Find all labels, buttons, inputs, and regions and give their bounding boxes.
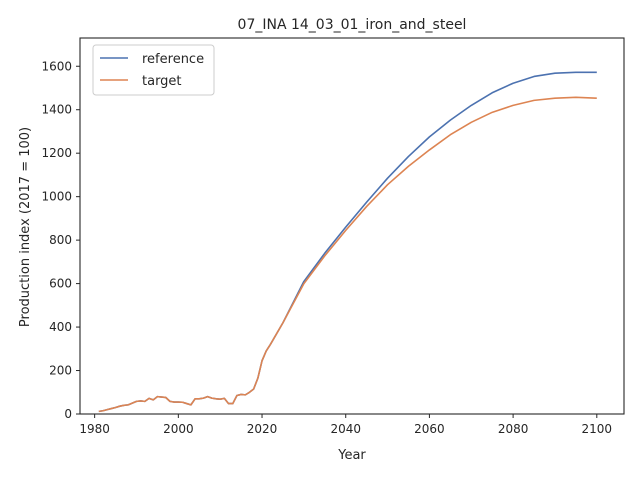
series-line-reference (98, 71, 597, 413)
y-tick-label: 1600 (41, 59, 72, 73)
x-tick-label: 2040 (330, 422, 361, 436)
plot-series (98, 71, 597, 413)
y-tick-label: 400 (49, 320, 72, 334)
x-tick-label: 2080 (498, 422, 529, 436)
y-tick-label: 1000 (41, 190, 72, 204)
x-axis: 1980 2000 2020 2040 2060 2080 2100 (79, 414, 612, 436)
chart-title: 07_INA 14_03_01_iron_and_steel (238, 17, 467, 33)
x-tick-label: 2000 (163, 422, 194, 436)
plot-area-frame (79, 37, 625, 415)
x-tick-label: 2100 (582, 422, 613, 436)
legend-label-reference: reference (142, 52, 204, 67)
x-axis-title: Year (337, 448, 366, 463)
y-tick-label: 800 (49, 233, 72, 247)
series-line-target (98, 96, 597, 413)
legend-label-target: target (142, 74, 182, 89)
y-axis: 0 200 400 600 800 1000 1200 1400 1600 (41, 59, 80, 421)
y-axis-title: Production index (2017 = 100) (18, 127, 33, 327)
y-tick-label: 600 (49, 277, 72, 291)
y-tick-label: 1200 (41, 146, 72, 160)
x-tick-label: 1980 (79, 422, 110, 436)
y-tick-label: 0 (64, 407, 72, 421)
x-tick-label: 2060 (414, 422, 445, 436)
y-tick-label: 200 (49, 364, 72, 378)
y-tick-label: 1400 (41, 103, 72, 117)
x-tick-label: 2020 (247, 422, 278, 436)
legend: reference target (92, 44, 215, 96)
